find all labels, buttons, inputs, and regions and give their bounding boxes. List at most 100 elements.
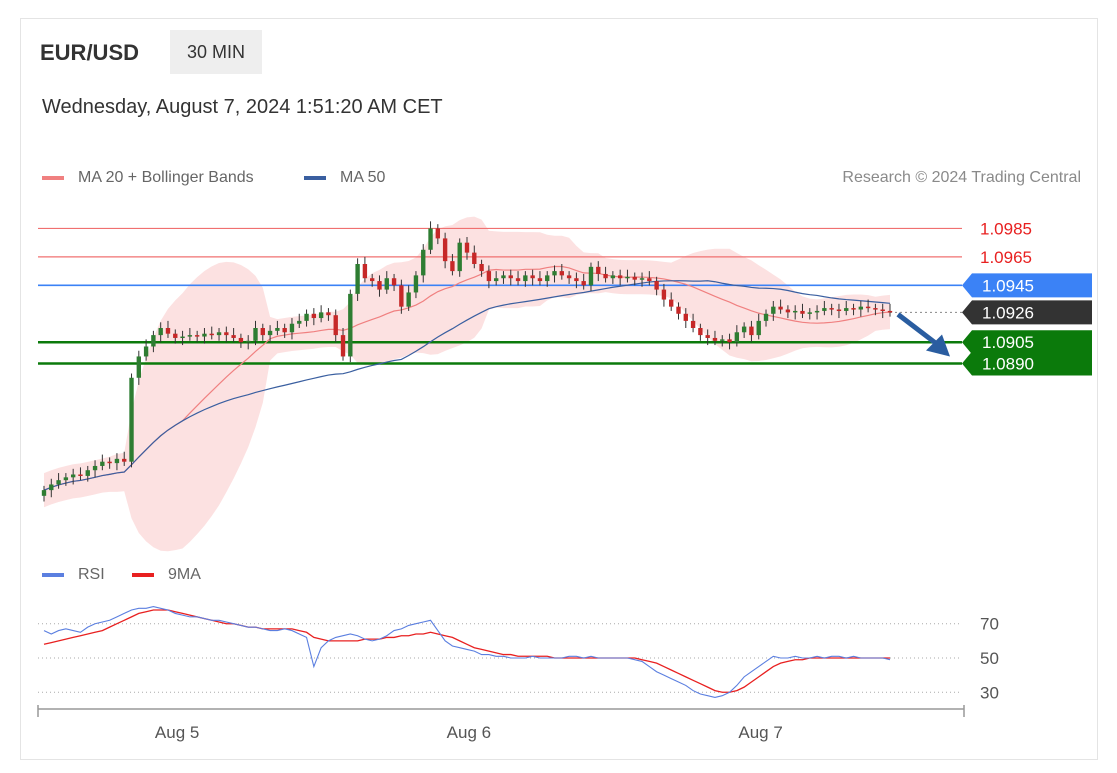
candle-body — [194, 335, 200, 337]
legend-ma20: MA 20 + Bollinger Bands — [42, 169, 254, 187]
candle — [209, 326, 214, 340]
candle-body — [136, 356, 141, 378]
candle-body — [216, 332, 222, 336]
candle-body — [814, 310, 820, 313]
legend-ma20-swatch — [42, 176, 64, 180]
candle-body — [763, 313, 769, 321]
candle — [370, 273, 375, 287]
candle-body — [610, 275, 616, 279]
candle-body — [472, 252, 477, 264]
candle-body — [581, 281, 586, 286]
candle — [282, 323, 287, 338]
candle — [734, 325, 740, 347]
level-label-1.0926: 1.0926 — [982, 303, 1034, 322]
candle-body — [559, 271, 564, 276]
ma20-line — [43, 265, 891, 491]
candle-body — [741, 326, 747, 333]
candle-body — [712, 337, 718, 341]
candle — [793, 305, 798, 320]
candle-body — [165, 328, 171, 334]
timeframe-button[interactable]: 30 MIN — [170, 30, 262, 74]
candle — [421, 244, 426, 283]
level-tag-1.0945 — [962, 273, 1092, 298]
candle — [457, 238, 462, 277]
candle-body — [537, 278, 543, 282]
candle — [800, 303, 805, 319]
candle — [70, 468, 76, 485]
candle — [661, 283, 667, 307]
candle — [377, 275, 382, 297]
candle-body — [413, 275, 419, 293]
candle-body — [574, 278, 579, 282]
candle — [85, 465, 90, 482]
candle — [122, 451, 127, 466]
level-badge-1.0965: 1.0965 — [980, 248, 1032, 267]
rsi-line — [43, 606, 891, 698]
candle — [151, 330, 156, 353]
candle — [333, 309, 338, 343]
candle — [851, 303, 856, 316]
candle-body — [515, 278, 521, 282]
candle-body — [63, 477, 69, 481]
9ma-line — [43, 609, 890, 693]
candle-body — [173, 333, 178, 338]
candle — [493, 271, 499, 286]
x-axis: Aug 5 Aug 6 Aug 7 — [37, 705, 965, 742]
candle-body — [311, 313, 317, 319]
candle-body — [260, 328, 265, 336]
candle-body — [253, 328, 258, 341]
candle — [610, 271, 616, 284]
candle — [720, 335, 725, 347]
candle-body — [355, 264, 360, 294]
chart-datetime: Wednesday, August 7, 2024 1:51:20 AM CET — [42, 96, 443, 118]
candle-body — [756, 320, 761, 336]
candle — [304, 309, 309, 327]
candle — [654, 276, 659, 296]
candle-body — [282, 328, 287, 333]
candle — [756, 313, 761, 340]
candle — [603, 266, 608, 283]
candle — [216, 328, 222, 341]
candle-body — [647, 278, 652, 282]
candle — [275, 320, 280, 336]
candle-body — [720, 339, 725, 341]
candle — [435, 224, 441, 245]
candle-body — [566, 275, 572, 279]
level-badge-1.0985: 1.0985 — [980, 219, 1032, 238]
rsi-tick-70: 70 — [980, 615, 999, 634]
candlesticks — [41, 221, 950, 502]
candle-body — [683, 313, 688, 321]
candle — [844, 300, 849, 316]
candle — [807, 308, 812, 320]
candle — [297, 313, 302, 328]
candle-body — [800, 310, 805, 314]
candle-body — [289, 323, 295, 333]
candle-body — [450, 261, 455, 272]
rsi-panel: 70 50 30 — [38, 606, 999, 702]
candle-body — [442, 238, 448, 262]
candle-body — [749, 326, 754, 336]
candle-body — [836, 309, 842, 312]
candle-body — [151, 335, 156, 347]
rsi-tick-30: 30 — [980, 683, 999, 702]
level-badges: 1.0985 1.0965 1.0945 1.0926 1.0905 1.0890 — [962, 219, 1092, 376]
candle-body — [49, 484, 54, 491]
candle-body — [727, 339, 732, 343]
candle-body — [158, 328, 163, 336]
level-label-1.0890: 1.0890 — [982, 355, 1034, 374]
legend-9ma: 9MA — [132, 566, 201, 584]
candle-body — [187, 335, 193, 337]
candle-body — [625, 276, 630, 279]
candle — [771, 300, 776, 321]
candle — [326, 308, 331, 321]
candle-body — [508, 275, 513, 279]
candle — [413, 271, 419, 299]
candle — [683, 308, 688, 328]
candle-body — [552, 271, 557, 276]
candle-body — [231, 335, 236, 338]
candle — [829, 303, 834, 316]
candle — [78, 467, 83, 481]
candle — [194, 330, 200, 343]
candle-body — [202, 333, 207, 337]
